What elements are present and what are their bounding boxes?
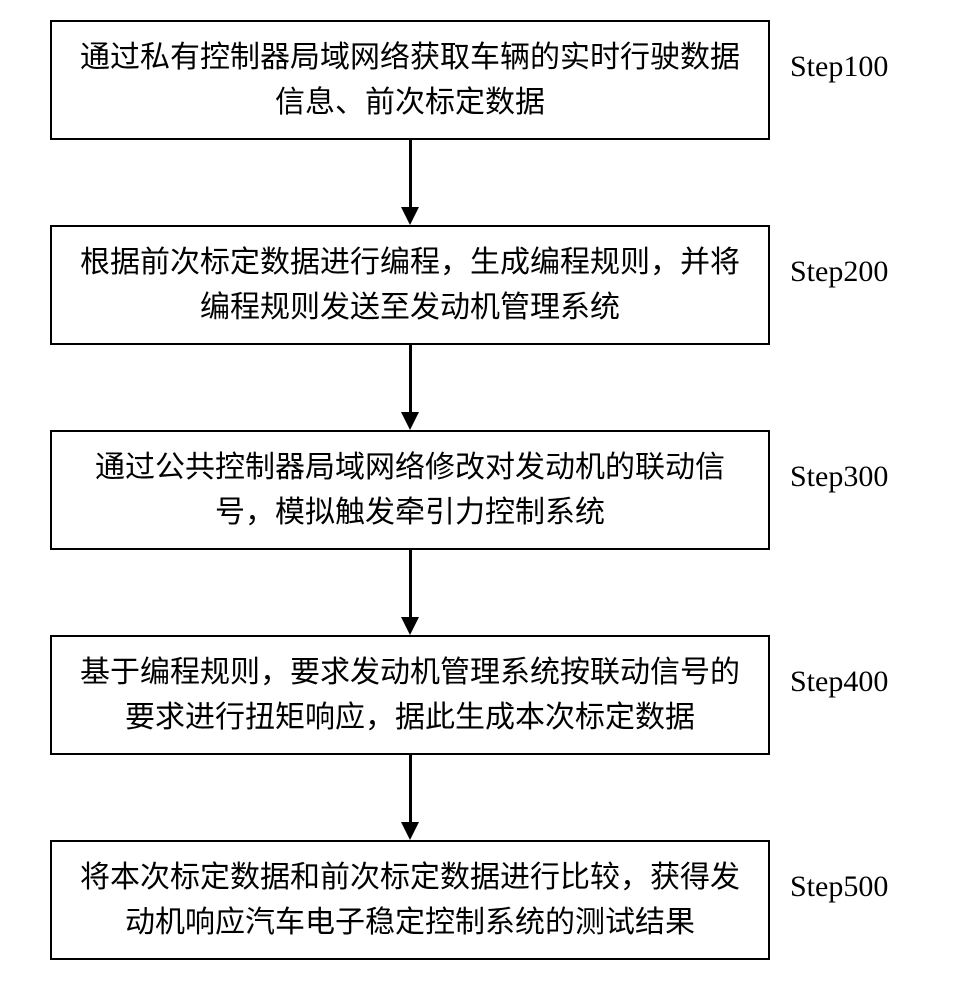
flowchart-node-step100: 通过私有控制器局域网络获取车辆的实时行驶数据信息、前次标定数据 (50, 20, 770, 140)
node-text: 将本次标定数据和前次标定数据进行比较，获得发动机响应汽车电子稳定控制系统的测试结… (72, 855, 748, 945)
step-label-step500: Step500 (790, 870, 888, 904)
edge-arrowhead (401, 822, 419, 840)
edge-line (409, 140, 412, 207)
step-label-step300: Step300 (790, 460, 888, 494)
node-text: 通过公共控制器局域网络修改对发动机的联动信号，模拟触发牵引力控制系统 (72, 445, 748, 535)
flowchart-node-step300: 通过公共控制器局域网络修改对发动机的联动信号，模拟触发牵引力控制系统 (50, 430, 770, 550)
edge-arrowhead (401, 207, 419, 225)
step-label-step200: Step200 (790, 255, 888, 289)
flowchart-node-step400: 基于编程规则，要求发动机管理系统按联动信号的要求进行扭矩响应，据此生成本次标定数… (50, 635, 770, 755)
edge-line (409, 550, 412, 617)
edge-line (409, 345, 412, 412)
flowchart-canvas: 通过私有控制器局域网络获取车辆的实时行驶数据信息、前次标定数据 Step100 … (0, 0, 975, 1000)
step-label-step100: Step100 (790, 50, 888, 84)
node-text: 通过私有控制器局域网络获取车辆的实时行驶数据信息、前次标定数据 (72, 35, 748, 125)
step-label-step400: Step400 (790, 665, 888, 699)
edge-line (409, 755, 412, 822)
node-text: 基于编程规则，要求发动机管理系统按联动信号的要求进行扭矩响应，据此生成本次标定数… (72, 650, 748, 740)
flowchart-node-step200: 根据前次标定数据进行编程，生成编程规则，并将编程规则发送至发动机管理系统 (50, 225, 770, 345)
flowchart-node-step500: 将本次标定数据和前次标定数据进行比较，获得发动机响应汽车电子稳定控制系统的测试结… (50, 840, 770, 960)
edge-arrowhead (401, 617, 419, 635)
edge-arrowhead (401, 412, 419, 430)
node-text: 根据前次标定数据进行编程，生成编程规则，并将编程规则发送至发动机管理系统 (72, 240, 748, 330)
